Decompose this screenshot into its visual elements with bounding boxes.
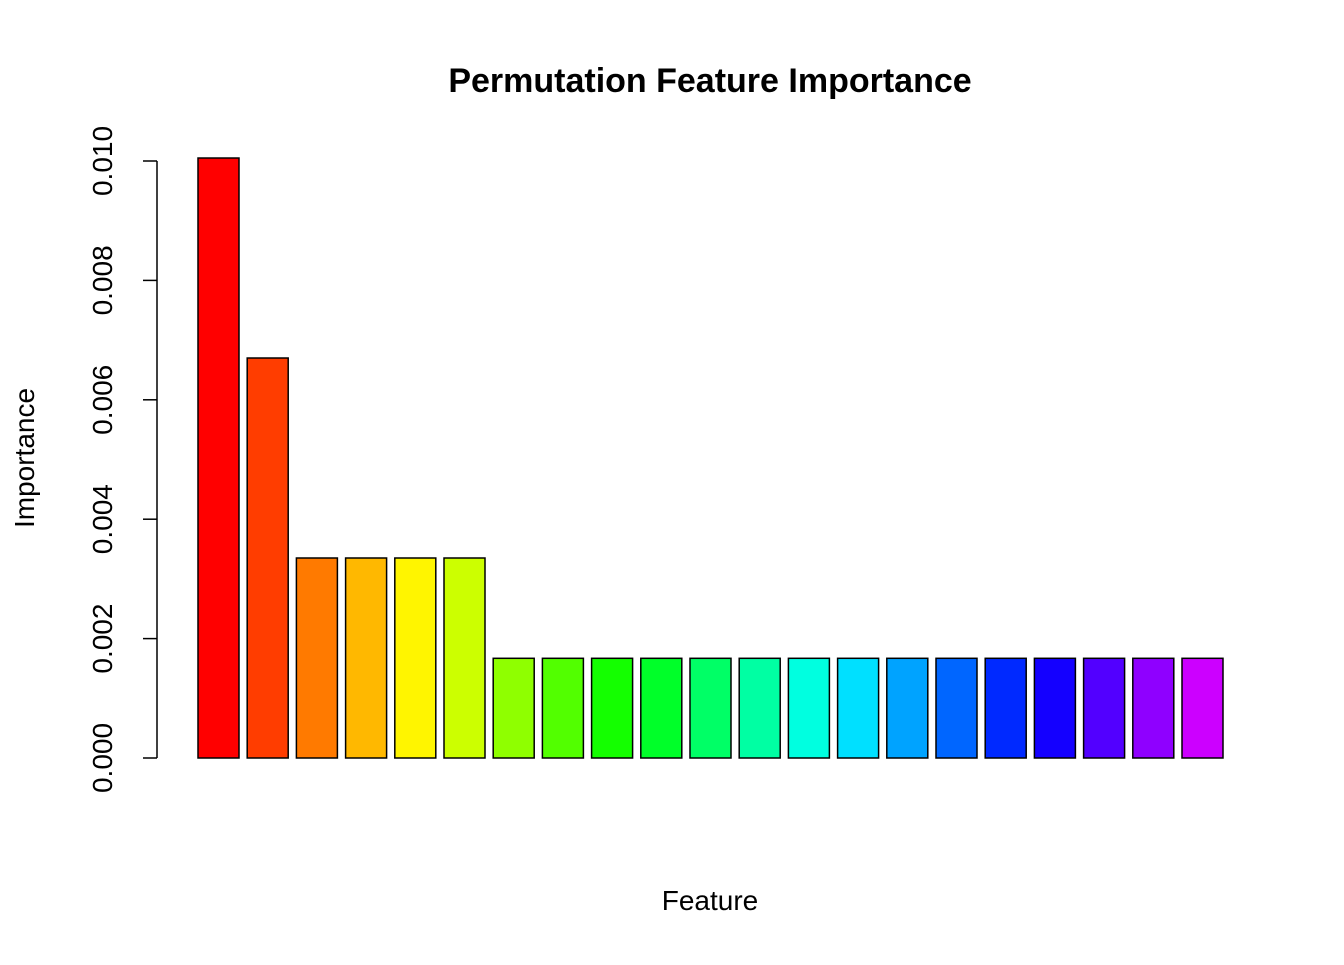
bar-11 — [689, 657, 732, 759]
bar-13 — [787, 657, 831, 759]
bar-2 — [246, 357, 289, 759]
y-tick-label: 0.000 — [87, 723, 118, 793]
bars-group — [197, 157, 1224, 759]
bar-15 — [886, 657, 929, 759]
bar-12 — [738, 657, 781, 759]
bar-18 — [1033, 657, 1077, 759]
y-tick-label: 0.002 — [87, 604, 118, 674]
y-tick-label: 0.004 — [87, 484, 118, 554]
bar-4 — [344, 557, 388, 759]
y-tick-label: 0.010 — [87, 126, 118, 196]
bar-9 — [590, 657, 634, 759]
x-axis-label: Feature — [662, 885, 759, 916]
y-tick-label: 0.006 — [87, 365, 118, 435]
bar-7 — [492, 657, 535, 759]
bar-10 — [640, 657, 683, 759]
bar-3 — [295, 557, 339, 759]
bar-19 — [1082, 657, 1126, 759]
bar-17 — [984, 657, 1027, 759]
y-axis-label: Importance — [9, 388, 40, 528]
y-axis: 0.000 0.002 0.004 0.006 0.008 0.010 — [87, 126, 158, 793]
bar-8 — [541, 657, 585, 759]
bar-1 — [197, 157, 240, 759]
bar-21 — [1181, 657, 1224, 759]
bar-5 — [394, 557, 437, 759]
bar-20 — [1132, 657, 1175, 759]
bar-14 — [836, 657, 880, 759]
bar-6 — [443, 557, 486, 759]
chart-title: Permutation Feature Importance — [448, 62, 971, 100]
bar-16 — [935, 657, 978, 759]
y-tick-label: 0.008 — [87, 245, 118, 315]
